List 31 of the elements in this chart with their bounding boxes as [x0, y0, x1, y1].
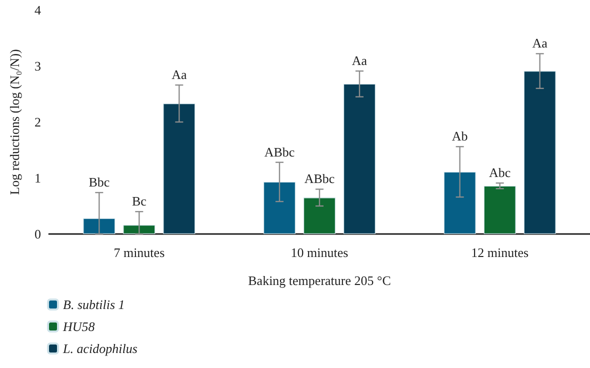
bar	[264, 182, 296, 234]
y-axis-title: Log reductions (log (N₀/N))	[7, 49, 22, 195]
data-label: Ab	[452, 128, 468, 144]
y-tick-label: 2	[34, 114, 41, 130]
bar	[344, 84, 376, 234]
bar	[83, 218, 116, 234]
data-label: Bc	[132, 194, 147, 209]
bar	[444, 172, 476, 234]
legend-label: HU58	[62, 319, 96, 334]
x-axis-title: Baking temperature 205 °C	[248, 273, 391, 288]
y-tick-label: 0	[34, 226, 41, 242]
data-label: Aa	[172, 67, 187, 82]
data-label: Aa	[352, 53, 368, 68]
data-label: Bbc	[88, 174, 110, 190]
bar	[524, 71, 556, 234]
bar	[123, 225, 156, 234]
y-tick-label: 1	[34, 170, 41, 186]
data-label: Abc	[488, 165, 511, 180]
legend-label: L. acidophilus	[62, 341, 138, 356]
data-label: ABbc	[264, 144, 295, 160]
y-tick-label: 3	[34, 58, 41, 74]
data-label: Aa	[532, 36, 548, 51]
x-tick-label: 12 minutes	[471, 245, 529, 260]
x-tick-label: 10 minutes	[290, 245, 348, 260]
bar	[484, 186, 516, 234]
data-label: ABbc	[304, 171, 335, 186]
x-tick-label: 7 minutes	[114, 245, 165, 260]
bar	[304, 198, 336, 234]
legend-label: B. subtilis 1	[63, 297, 125, 312]
bar	[163, 104, 196, 234]
y-tick-label: 4	[34, 2, 42, 18]
